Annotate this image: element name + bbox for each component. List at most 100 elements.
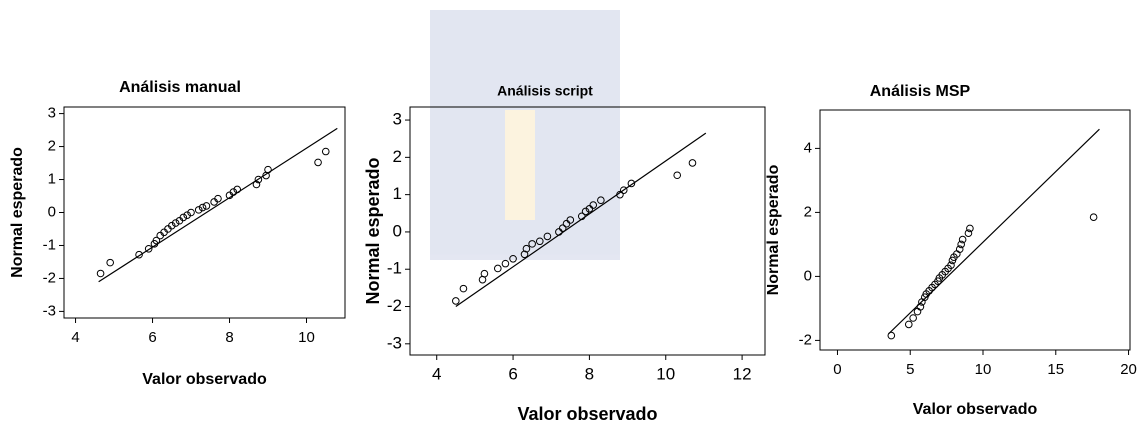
data-point: [589, 201, 598, 209]
data-point: [909, 314, 917, 322]
y-tick-label: -2: [43, 269, 56, 286]
chart-title: Análisis manual: [119, 79, 241, 96]
data-point: [321, 147, 330, 156]
data-point: [459, 284, 468, 293]
data-point: [152, 236, 161, 245]
y-tick-label: -3: [387, 333, 402, 352]
x-tick-label: 6: [508, 364, 517, 383]
data-point: [619, 186, 628, 194]
data-point: [144, 244, 153, 253]
x-tick-label: 6: [148, 329, 156, 346]
data-point: [688, 159, 697, 167]
data-point: [314, 158, 322, 167]
y-tick-label: 0: [393, 221, 402, 240]
x-tick-label: 4: [432, 364, 441, 383]
y-axis-label: Normal esperado: [765, 164, 782, 295]
x-tick-label: 8: [585, 364, 594, 383]
plot-frame: [63, 106, 346, 319]
data-point: [254, 175, 263, 184]
data-point: [957, 240, 965, 249]
data-point: [183, 211, 191, 219]
data-point: [543, 232, 552, 241]
x-tick-label: 10: [298, 329, 315, 346]
y-tick-label: 1: [393, 184, 402, 203]
data-point: [214, 194, 222, 203]
data-point: [179, 213, 188, 222]
data-point: [493, 264, 502, 273]
y-tick-label: 2: [804, 203, 812, 220]
data-point: [229, 188, 238, 196]
watermark-torch: [505, 110, 535, 220]
data-point: [887, 331, 896, 340]
y-tick-label: 3: [48, 105, 56, 122]
y-tick-label: 3: [393, 110, 402, 129]
data-point: [194, 206, 203, 214]
data-point: [566, 216, 575, 224]
data-point: [966, 224, 974, 233]
data-point: [673, 171, 682, 180]
data-point: [233, 185, 242, 194]
data-point: [913, 307, 922, 316]
x-tick-label: 0: [833, 361, 841, 378]
plot-frame: [819, 109, 1131, 351]
data-point: [904, 320, 913, 329]
watermark: [430, 10, 620, 260]
watermark-shield: [430, 10, 620, 260]
y-axis-label: Normal esperado: [9, 147, 26, 278]
y-tick-label: -1: [387, 259, 402, 278]
data-point: [1089, 213, 1098, 221]
x-tick-label: 20: [1120, 361, 1137, 378]
data-point: [535, 237, 544, 246]
y-tick-label: -3: [43, 302, 56, 319]
data-point: [480, 269, 489, 278]
data-point: [198, 203, 207, 212]
data-point: [528, 240, 536, 248]
chart-title: Análisis script: [497, 83, 593, 99]
data-point: [452, 297, 460, 305]
data-point: [558, 224, 567, 233]
data-point: [264, 165, 272, 174]
x-tick-label: 4: [71, 329, 79, 346]
y-tick-label: 4: [804, 139, 812, 156]
y-axis-label: Normal esperado: [363, 157, 383, 304]
data-point: [947, 261, 955, 270]
x-tick-label: 15: [1047, 361, 1064, 378]
x-tick-label: 10: [975, 361, 992, 378]
data-point: [964, 229, 973, 237]
y-tick-label: 1: [48, 171, 56, 188]
y-tick-label: 0: [804, 267, 812, 284]
data-point: [509, 254, 517, 263]
data-point: [958, 235, 967, 244]
x-axis-label: Valor observado: [913, 401, 1038, 418]
x-tick-label: 8: [225, 329, 233, 346]
y-tick-label: -1: [43, 236, 56, 253]
reference-line: [98, 127, 338, 283]
data-point: [106, 258, 114, 267]
x-axis-label: Valor observado: [142, 371, 267, 388]
data-point: [955, 245, 964, 253]
x-axis-label: Valor observado: [517, 404, 657, 424]
data-point: [577, 212, 586, 221]
data-point: [581, 207, 590, 216]
x-tick-label: 12: [733, 364, 752, 383]
y-tick-label: -2: [387, 296, 402, 315]
data-point: [522, 244, 531, 253]
data-point: [916, 303, 925, 311]
data-point: [202, 202, 211, 210]
data-point: [501, 259, 510, 268]
y-tick-label: 2: [393, 147, 402, 166]
data-point: [96, 269, 105, 278]
data-point: [167, 221, 176, 230]
data-point: [135, 250, 143, 259]
y-tick-label: 0: [48, 203, 56, 220]
plot-frame: [409, 106, 766, 356]
data-point: [252, 180, 261, 189]
data-point: [171, 219, 180, 227]
data-point: [187, 208, 195, 217]
y-tick-label: -2: [799, 331, 812, 348]
data-point: [616, 190, 624, 199]
y-tick-label: 2: [48, 138, 56, 155]
chart-title: Análisis MSP: [870, 83, 971, 100]
